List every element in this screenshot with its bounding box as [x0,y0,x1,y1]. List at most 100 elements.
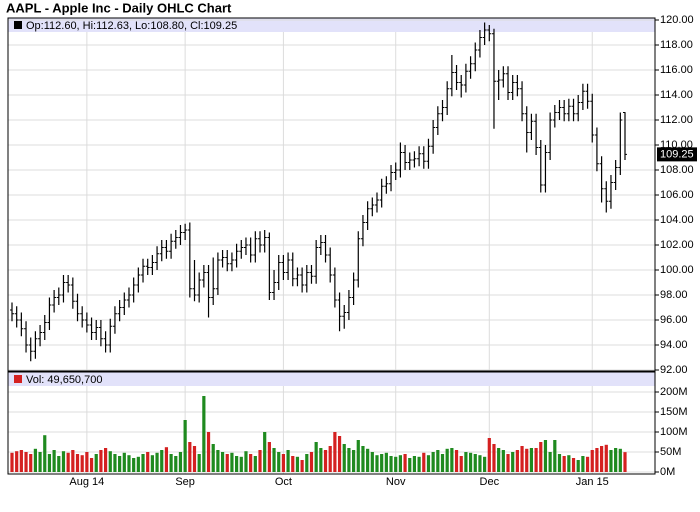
volume-bar [511,452,515,472]
volume-bar [197,454,201,472]
volume-bar [160,450,164,472]
volume-bar [183,420,187,472]
volume-bar [141,454,145,472]
volume-bar [263,432,267,472]
volume-bar [567,455,571,472]
volume-bar [351,450,356,472]
volume-bar [539,442,543,472]
volume-bar [337,436,342,472]
volume-bar [19,450,23,472]
volume-bar [202,396,206,472]
y-tick-label: 114.00 [660,89,693,101]
volume-bar [314,442,318,472]
y-tick-label: 106.00 [660,189,694,201]
volume-bar [408,458,412,472]
volume-bar [71,450,75,472]
volume-bar [108,451,112,472]
volume-bar [384,452,388,472]
volume-bar [75,454,80,472]
volume-bar [272,448,276,472]
volume-bar [239,456,243,472]
volume-bar [525,448,529,472]
volume-bar [370,452,374,472]
last-price-label: 109.25 [660,148,694,160]
volume-bar [445,448,449,472]
y-tick-label: 94.00 [660,339,688,351]
volume-bar [623,452,627,472]
volume-bar [426,455,431,472]
volume-bar [61,451,66,472]
volume-bar [192,446,197,472]
volume-bar [422,452,426,472]
x-tick-label: Jan 15 [576,476,609,488]
volume-bar [543,440,548,472]
volume-bar [281,454,286,472]
volume-bar [244,451,248,472]
volume-bar [548,452,552,472]
volume-bar [85,452,89,472]
chart-title: AAPL - Apple Inc - Daily OHLC Chart [6,0,232,15]
volume-bar [534,448,538,472]
volume-bar [389,456,393,472]
volume-bar [590,450,594,472]
volume-bar [211,444,215,472]
legend-swatch [14,375,22,383]
volume-bar [118,456,122,472]
volume-bar [501,450,505,472]
volume-bar [136,456,140,472]
volume-bar [609,450,613,472]
y-tick-label: 100.00 [660,264,694,276]
volume-bar [342,444,346,472]
volume-bar [309,452,314,472]
volume-bar [169,454,173,472]
volume-bar [155,452,159,472]
volume-frame [7,371,656,475]
volume-bar [436,450,440,472]
volume-bar [492,444,496,472]
volume-bar [253,456,257,472]
volume-bar [277,452,281,472]
y-tick-label: 108.00 [660,164,694,176]
volume-bar [380,454,384,472]
volume-bar [394,456,398,472]
y-tick-label: 92.00 [660,364,688,376]
volume-bar [347,448,351,472]
volume-bar [454,450,459,472]
volume-bar [230,452,234,472]
y2-tick-label: 0M [660,466,675,478]
volume-bar [94,454,98,472]
volume-bar [103,448,108,472]
volume-bar [146,452,150,472]
volume-bar [459,456,463,472]
volume-bar [553,440,557,472]
volume-bar [10,452,14,472]
volume-bar [515,450,519,472]
grid [8,19,655,474]
volume-bar [113,454,117,472]
x-tick-label: Oct [275,476,292,488]
volume-bar [15,451,19,472]
volume-bar [356,440,360,472]
volume-bar [249,454,253,472]
volume-bar [328,446,332,472]
volume-bar [398,455,402,472]
volume-bar [323,450,328,472]
volume-bar [403,454,407,472]
volume-bar [57,456,61,472]
volume-bar [333,432,337,472]
price-panel: Op:112.60, Hi:112.63, Lo:108.80, Cl:109.… [8,18,655,32]
y2-tick-label: 150M [660,406,688,418]
ohlc-bars [10,22,627,362]
volume-bar [506,454,510,472]
volume-bars [10,396,627,472]
volume-panel: Vol: 49,650,700 [8,372,655,386]
volume-bar [178,452,183,472]
volume-bar [319,448,323,472]
y2-tick-label: 200M [660,386,688,398]
price-frame [7,17,656,372]
volume-bar [52,450,56,472]
volume-bar [164,447,169,472]
volume-bar [286,450,290,472]
volume-bar [375,455,379,472]
